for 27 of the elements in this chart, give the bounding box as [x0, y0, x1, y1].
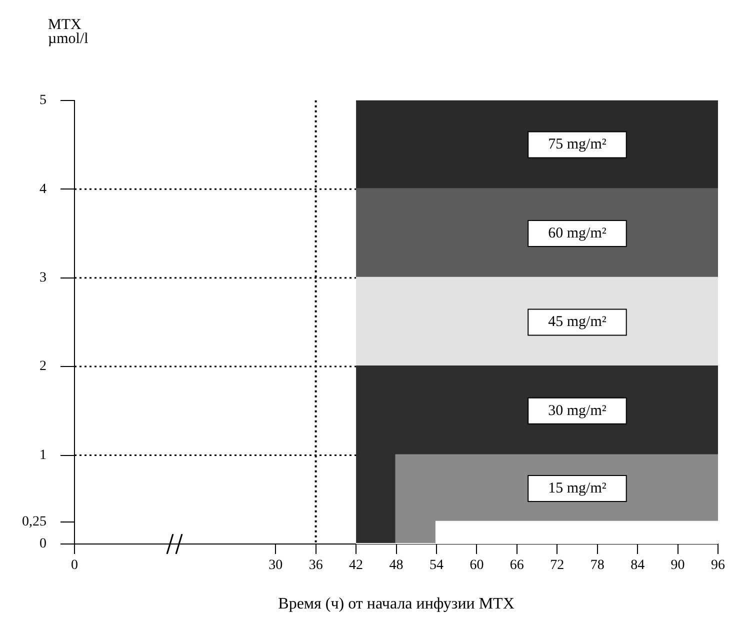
x-tick-label: 66 [510, 558, 524, 574]
x-tick-label: 84 [630, 558, 645, 574]
series-label: 30 mg/m² [548, 402, 607, 419]
x-tick-label: 0 [71, 558, 78, 574]
series-label: 45 mg/m² [548, 314, 607, 330]
y-tick-label: 1 [40, 448, 46, 463]
y-tick-label: 0 [40, 536, 46, 552]
series-label: 75 mg/m² [548, 136, 607, 153]
x-axis-title: Время (ч) от начала инфузии MTX [278, 596, 515, 613]
y-tick-label: 4 [40, 182, 46, 197]
y-axis-title: MTX µmol/l [47, 16, 90, 49]
x-tick-label: 96 [711, 558, 725, 574]
series-label: 60 mg/m² [548, 225, 607, 242]
x-tick-label: 30 [268, 558, 283, 574]
y-tick-label: 5 [40, 93, 46, 108]
y-tick-label: 3 [40, 270, 46, 286]
series-label: 15 mg/m² [548, 480, 607, 496]
x-tick-label: 78 [590, 558, 604, 574]
y-tick-label: 0,25 [22, 514, 46, 530]
x-tick-label: 72 [550, 558, 564, 574]
x-tick-label: 60 [470, 558, 484, 574]
x-tick-label: 48 [389, 558, 404, 574]
x-tick-label: 90 [670, 558, 685, 574]
x-tick-label: 54 [429, 558, 444, 574]
x-tick-label: 42 [349, 558, 364, 574]
x-tick-label: 36 [308, 558, 323, 574]
y-tick-label: 2 [40, 359, 46, 374]
